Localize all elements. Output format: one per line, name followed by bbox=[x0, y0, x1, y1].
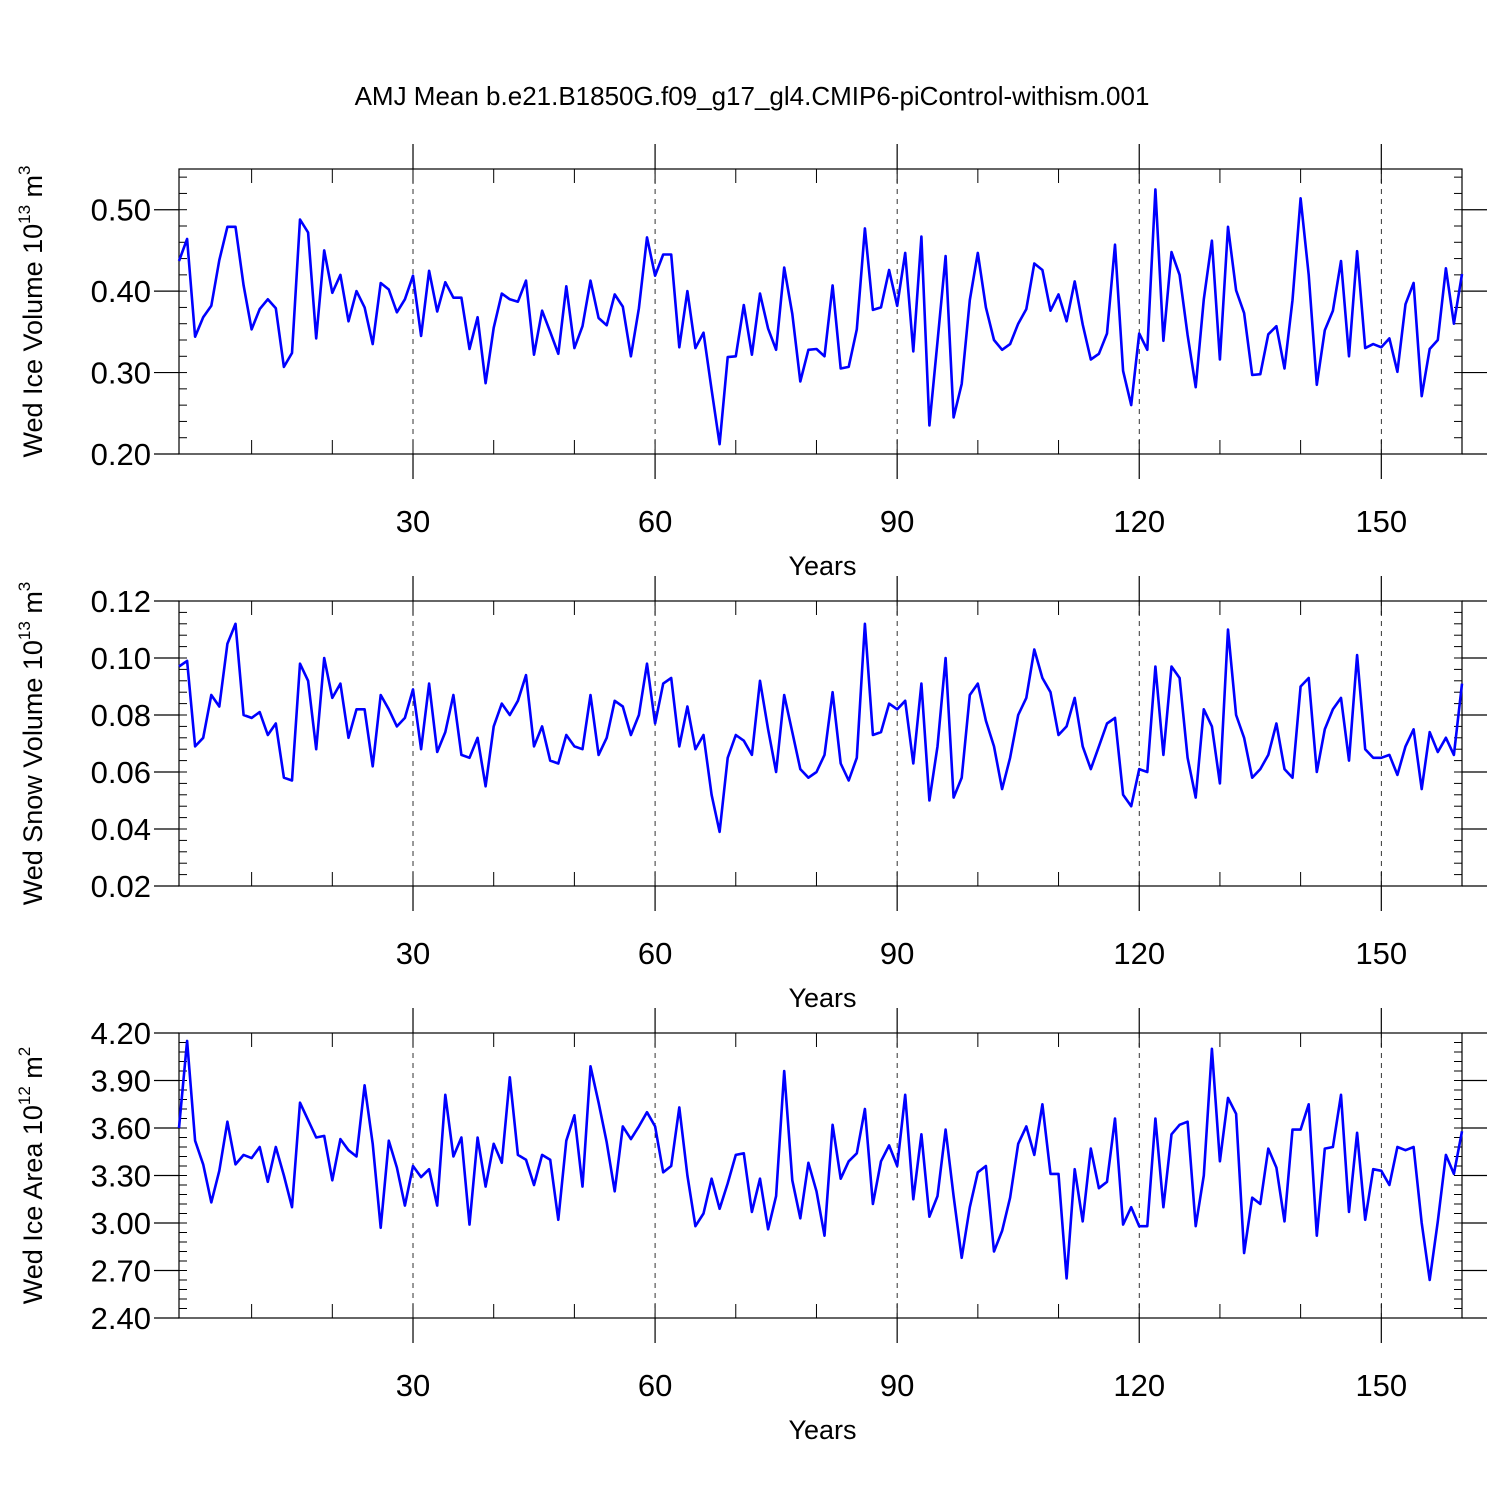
x-tick-label: 90 bbox=[880, 504, 914, 539]
series-line bbox=[178, 622, 1464, 834]
y-tick-label: 3.30 bbox=[91, 1159, 151, 1194]
y-tick-label: 3.60 bbox=[91, 1111, 151, 1146]
x-axis-label: Years bbox=[788, 1415, 856, 1445]
y-tick-label: 0.02 bbox=[91, 869, 151, 904]
y-tick-label: 0.12 bbox=[91, 584, 151, 619]
series-line bbox=[177, 1039, 1464, 1282]
y-tick-label: 4.20 bbox=[91, 1016, 151, 1051]
plot-frame bbox=[178, 600, 1463, 887]
y-label-unit: m bbox=[18, 591, 48, 621]
y-label-exponent: 13 bbox=[15, 621, 34, 640]
y-tick-label: 0.10 bbox=[91, 641, 151, 676]
y-tick-label: 3.90 bbox=[91, 1064, 151, 1099]
y-axis-label: Wed Ice Volume 1013 m3 bbox=[15, 165, 48, 457]
y-axis-label: Wed Ice Area 1012 m2 bbox=[15, 1047, 48, 1305]
y-label-text: Wed Ice Area 10 bbox=[18, 1105, 48, 1304]
x-tick-label: 90 bbox=[880, 936, 914, 971]
y-label-unit-exponent: 3 bbox=[15, 582, 34, 591]
x-tick-label: 150 bbox=[1355, 1368, 1407, 1403]
chart-panels: 0.20 0.30 0.40 0.50 30 60 90 120 150 Years Wed Ice… bbox=[15, 144, 1487, 1445]
plot-frame bbox=[178, 168, 1463, 455]
x-tick-label: 120 bbox=[1113, 936, 1165, 971]
x-tick-label: 60 bbox=[638, 1368, 672, 1403]
y-label-unit-exponent: 3 bbox=[15, 165, 34, 174]
y-label-unit: m bbox=[18, 175, 48, 205]
x-axis-label: Years bbox=[788, 551, 856, 581]
x-tick-label: 120 bbox=[1113, 504, 1165, 539]
x-tick-label: 150 bbox=[1355, 936, 1407, 971]
y-tick-label: 0.40 bbox=[91, 274, 151, 309]
y-label-exponent: 12 bbox=[15, 1086, 34, 1105]
y-label-text: Wed Ice Volume 10 bbox=[18, 224, 48, 458]
figure-title: AMJ Mean b.e21.B1850G.f09_g17_gl4.CMIP6-… bbox=[355, 81, 1150, 111]
x-tick-label: 90 bbox=[880, 1368, 914, 1403]
x-tick-label: 120 bbox=[1113, 1368, 1165, 1403]
x-tick-label: 30 bbox=[396, 936, 430, 971]
x-tick-label: 60 bbox=[638, 936, 672, 971]
x-tick-label: 30 bbox=[396, 504, 430, 539]
series-line bbox=[177, 188, 1464, 446]
y-label-unit-exponent: 2 bbox=[15, 1047, 34, 1056]
y-tick-label: 0.08 bbox=[91, 698, 151, 733]
x-tick-label: 30 bbox=[396, 1368, 430, 1403]
y-label-exponent: 13 bbox=[15, 205, 34, 224]
y-tick-label: 3.00 bbox=[91, 1206, 151, 1241]
x-tick-label: 150 bbox=[1355, 504, 1407, 539]
y-tick-label: 0.30 bbox=[91, 356, 151, 391]
y-tick-label: 2.70 bbox=[91, 1254, 151, 1289]
y-tick-label: 2.40 bbox=[91, 1301, 151, 1336]
y-tick-label: 0.04 bbox=[91, 812, 151, 847]
panel-snow-volume: 0.02 0.04 0.06 0.08 0.10 0.12 30 60 90 120 150 Year… bbox=[15, 576, 1487, 1013]
y-label-text: Wed Snow Volume 10 bbox=[18, 640, 48, 905]
y-label-unit: m bbox=[18, 1056, 48, 1086]
x-tick-label: 60 bbox=[638, 504, 672, 539]
y-tick-label: 0.06 bbox=[91, 755, 151, 790]
y-axis-label: Wed Snow Volume 1013 m3 bbox=[15, 582, 48, 906]
y-tick-label: 0.20 bbox=[91, 437, 151, 472]
x-axis-label: Years bbox=[788, 983, 856, 1013]
panel-ice-area: 2.40 2.70 3.00 3.30 3.60 3.90 4.20 30 60 90 120 150… bbox=[15, 1008, 1487, 1445]
y-tick-label: 0.50 bbox=[91, 193, 151, 228]
plot-frame bbox=[178, 1032, 1463, 1319]
panel-ice-volume: 0.20 0.30 0.40 0.50 30 60 90 120 150 Years Wed Ice… bbox=[15, 144, 1487, 581]
